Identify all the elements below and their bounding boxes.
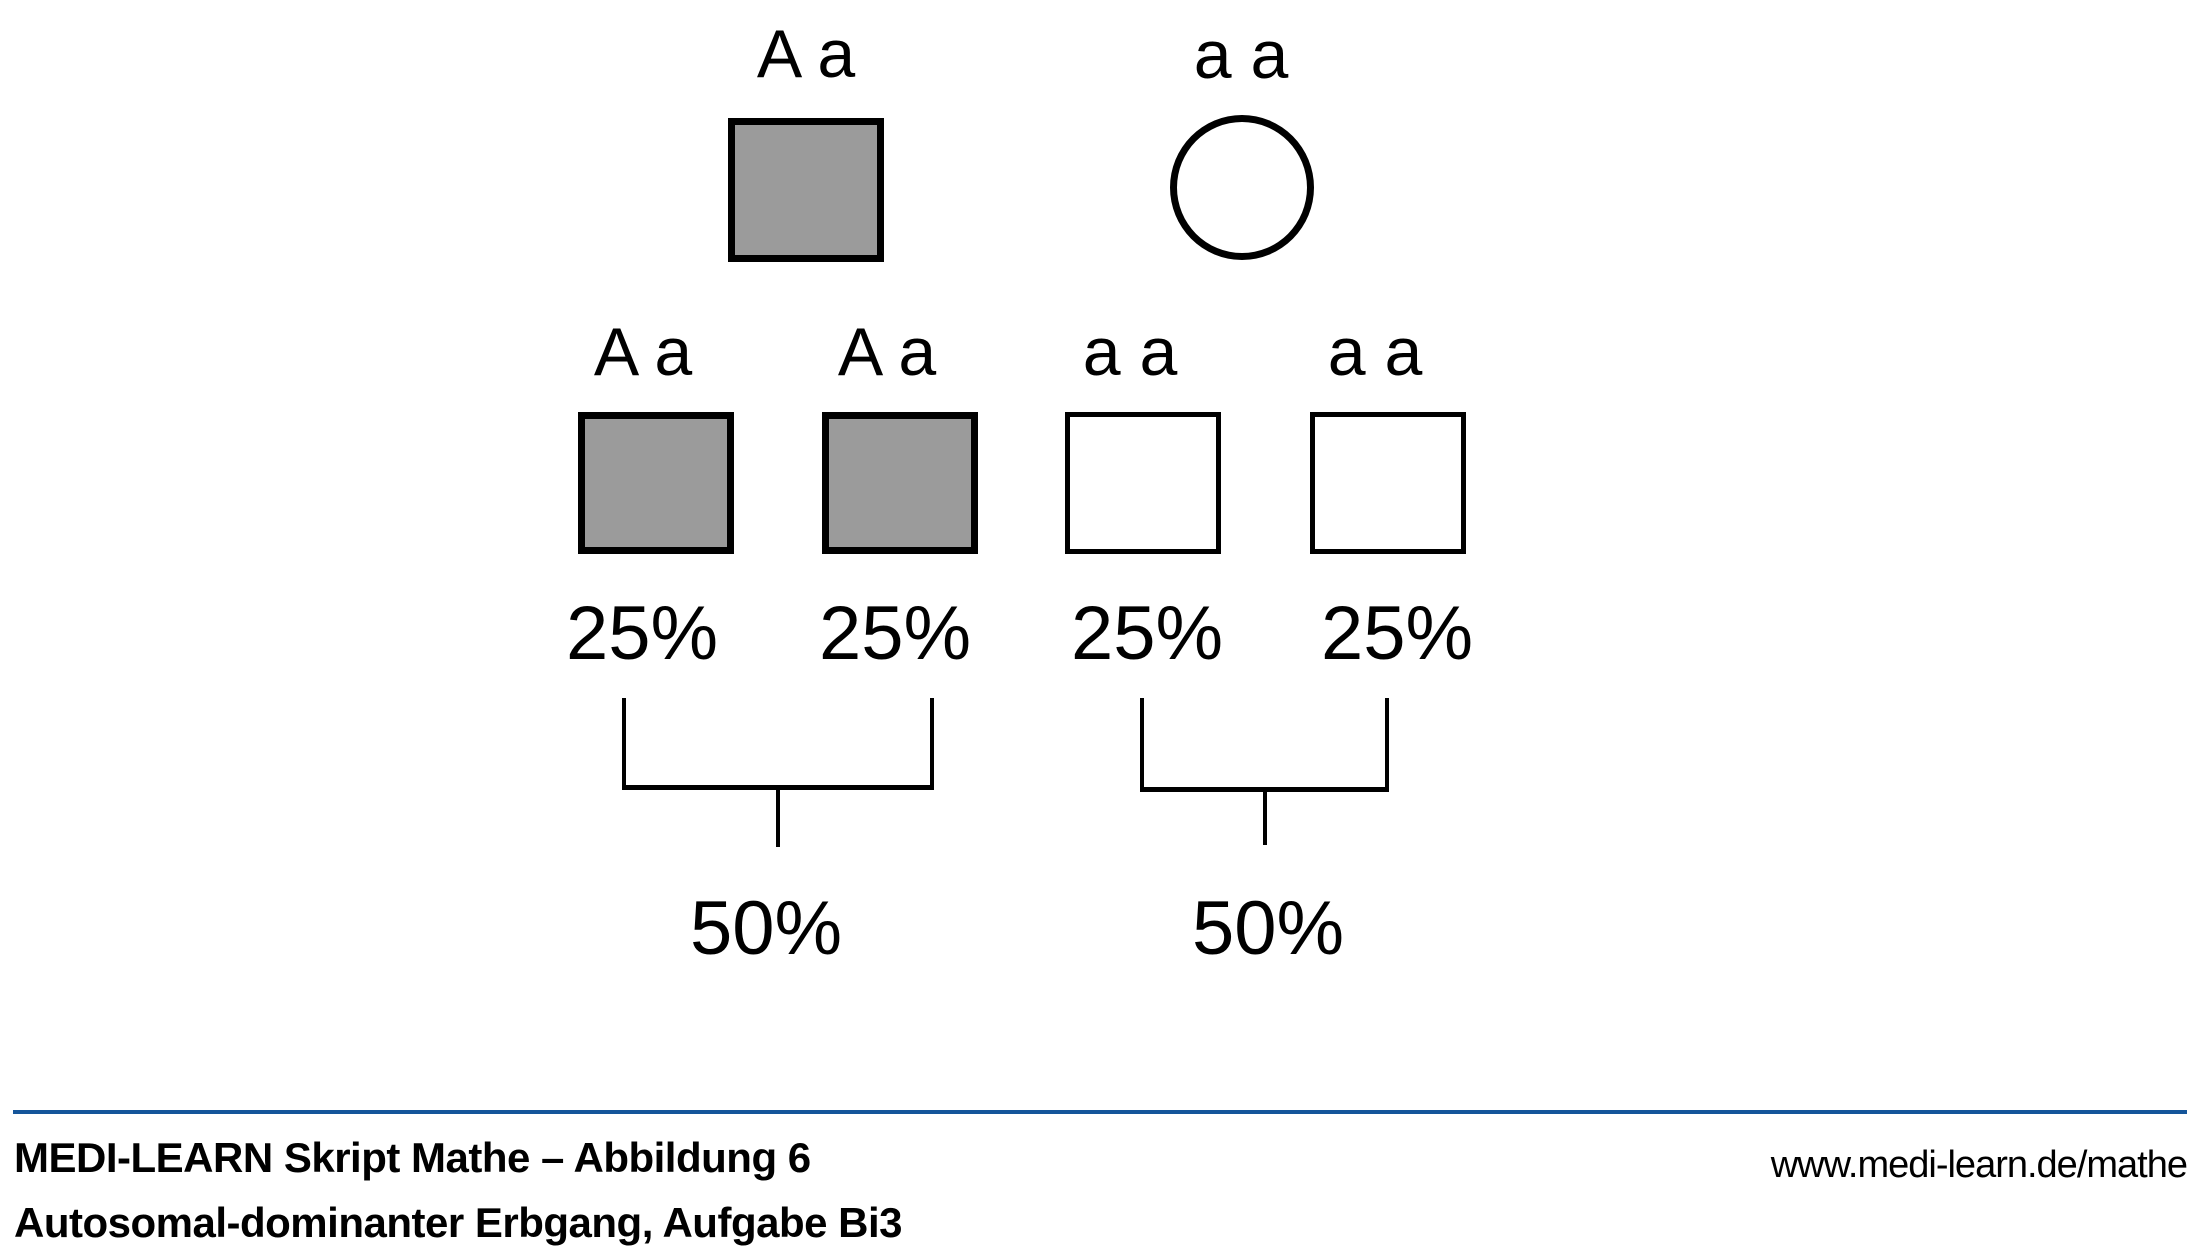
group-1-bracket [622,698,934,790]
footer-link: www.medi-learn.de/mathe [1770,1144,2188,1186]
mother-genotype-label: a a [1193,17,1289,93]
child-3-probability: 25% [1070,591,1224,676]
child-2-genotype-label: A a [837,314,937,390]
child-3-unaffected-square [1065,412,1221,554]
child-3-genotype-label: a a [1082,314,1178,390]
child-4-unaffected-square [1310,412,1466,554]
mother-unaffected-circle [1170,115,1314,260]
group-2-probability: 50% [1191,886,1345,971]
footer-subtitle: Autosomal-dominanter Erbgang, Aufgabe Bi… [14,1199,903,1246]
child-2-affected-square [822,412,978,554]
group-2-bracket [1140,698,1389,792]
group-2-bracket-stem [1263,792,1267,845]
child-1-affected-square [578,412,734,554]
child-4-probability: 25% [1320,591,1474,676]
father-genotype-label: A a [756,16,856,92]
father-affected-square [728,118,884,262]
child-2-probability: 25% [818,591,972,676]
footer-title: MEDI-LEARN Skript Mathe – Abbildung 6 [14,1134,811,1181]
child-4-genotype-label: a a [1327,314,1423,390]
footer-rule [13,1110,2187,1114]
group-1-bracket-stem [776,790,780,847]
group-1-probability: 50% [689,886,843,971]
child-1-probability: 25% [565,591,719,676]
child-1-genotype-label: A a [593,314,693,390]
